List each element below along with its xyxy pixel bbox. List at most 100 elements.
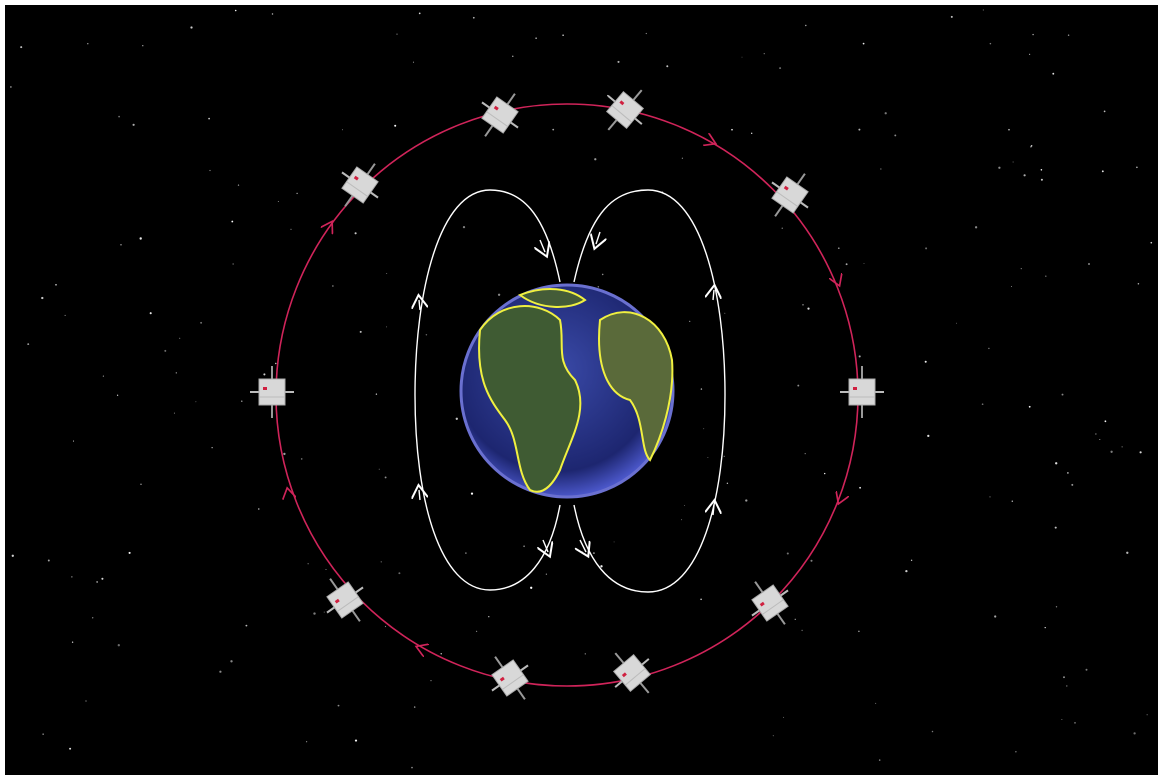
star xyxy=(981,403,984,406)
star xyxy=(924,360,927,363)
star xyxy=(1040,178,1043,181)
star xyxy=(1011,286,1012,288)
star xyxy=(342,129,343,131)
star xyxy=(794,618,796,620)
star xyxy=(271,13,274,15)
star xyxy=(545,573,548,575)
star xyxy=(337,704,340,707)
star xyxy=(231,220,234,223)
star xyxy=(1121,446,1123,448)
star xyxy=(313,612,316,615)
star xyxy=(69,747,72,750)
star xyxy=(988,347,990,350)
star xyxy=(290,228,292,230)
star xyxy=(1126,551,1129,554)
star xyxy=(797,384,800,387)
star xyxy=(396,33,398,35)
star xyxy=(1088,263,1090,265)
star xyxy=(783,716,785,718)
star xyxy=(1066,685,1068,687)
star xyxy=(323,611,325,613)
star xyxy=(950,15,953,18)
star xyxy=(85,700,87,702)
star xyxy=(512,55,514,57)
star xyxy=(384,625,387,628)
star xyxy=(786,552,789,555)
star xyxy=(689,320,691,323)
star xyxy=(1110,450,1113,453)
star xyxy=(283,452,286,456)
star xyxy=(325,569,327,571)
star xyxy=(707,457,709,459)
star xyxy=(989,42,992,45)
star xyxy=(772,735,774,737)
star xyxy=(617,60,620,63)
star xyxy=(200,321,203,324)
star xyxy=(208,117,210,120)
star xyxy=(411,766,413,769)
star xyxy=(956,322,958,324)
star xyxy=(232,263,234,265)
star xyxy=(681,157,684,159)
star xyxy=(71,576,73,578)
star xyxy=(455,417,458,420)
field-lines xyxy=(415,189,726,593)
star xyxy=(92,617,94,619)
star xyxy=(1063,676,1065,679)
star xyxy=(332,285,334,287)
star xyxy=(488,616,490,618)
star xyxy=(1103,110,1106,113)
star xyxy=(258,508,260,510)
star xyxy=(875,702,877,704)
star xyxy=(378,468,380,470)
star xyxy=(375,393,378,395)
star xyxy=(1061,719,1063,721)
star xyxy=(894,134,897,137)
star xyxy=(1139,451,1142,454)
star xyxy=(277,200,279,202)
star xyxy=(20,46,23,49)
star xyxy=(681,519,683,521)
star xyxy=(1040,169,1043,171)
star xyxy=(195,401,197,403)
stars xyxy=(10,9,1153,769)
star xyxy=(731,128,733,131)
star xyxy=(763,53,765,55)
star xyxy=(142,45,144,47)
star xyxy=(354,739,358,742)
star xyxy=(723,455,725,457)
star xyxy=(1085,668,1088,671)
star xyxy=(230,660,233,663)
star xyxy=(384,476,387,479)
star xyxy=(1071,483,1074,486)
star xyxy=(931,730,934,733)
star xyxy=(925,247,928,250)
star xyxy=(190,26,193,29)
star xyxy=(296,192,298,195)
star xyxy=(307,563,309,565)
star xyxy=(1011,500,1014,502)
star xyxy=(139,237,142,240)
star xyxy=(475,630,478,633)
star xyxy=(1023,174,1026,177)
star xyxy=(837,247,840,250)
star xyxy=(359,330,362,333)
star xyxy=(1067,472,1069,474)
star xyxy=(237,184,240,186)
star xyxy=(1104,420,1107,423)
star xyxy=(1044,626,1046,629)
star xyxy=(132,123,135,126)
star xyxy=(1150,241,1153,244)
star xyxy=(824,472,826,475)
star xyxy=(241,400,243,402)
star xyxy=(1054,526,1057,529)
star xyxy=(87,43,89,45)
star xyxy=(807,307,810,310)
star xyxy=(1061,393,1064,396)
star xyxy=(102,375,104,377)
star xyxy=(884,112,887,115)
star xyxy=(845,263,848,266)
star xyxy=(905,569,908,573)
star xyxy=(1146,714,1148,716)
